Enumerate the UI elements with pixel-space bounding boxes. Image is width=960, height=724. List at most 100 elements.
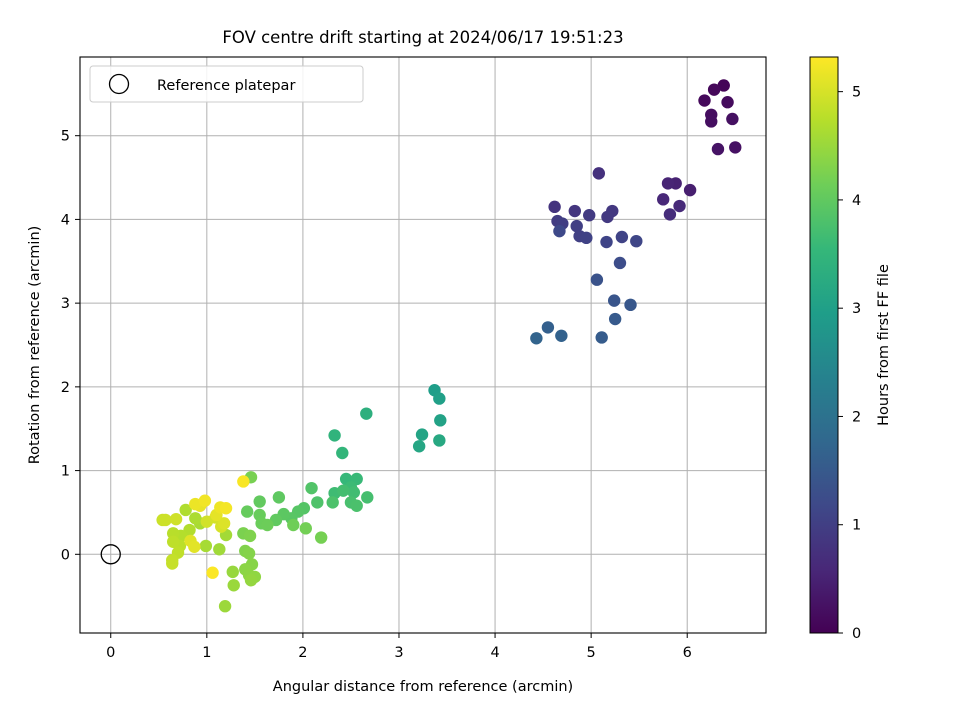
chart-title: FOV centre drift starting at 2024/06/17 … bbox=[222, 28, 623, 47]
data-point bbox=[412, 440, 426, 453]
data-point bbox=[663, 208, 677, 221]
data-point bbox=[217, 517, 231, 530]
data-point bbox=[347, 486, 361, 499]
x-axis-ticks: 0 1 2 3 4 5 6 bbox=[106, 633, 692, 661]
legend-box bbox=[89, 65, 364, 103]
data-point bbox=[615, 230, 629, 244]
y-tick-label: 2 bbox=[61, 380, 70, 396]
data-points bbox=[156, 79, 742, 613]
data-point bbox=[166, 557, 179, 570]
data-point bbox=[360, 407, 373, 420]
reference-platepar-marker bbox=[100, 544, 121, 565]
data-point bbox=[595, 331, 608, 344]
data-point bbox=[583, 209, 596, 222]
data-point bbox=[415, 428, 429, 441]
data-point bbox=[656, 193, 670, 206]
data-point bbox=[227, 579, 240, 592]
data-point bbox=[219, 502, 233, 515]
data-point bbox=[326, 496, 339, 509]
data-point bbox=[624, 298, 637, 312]
data-point bbox=[673, 199, 686, 213]
data-point bbox=[198, 494, 212, 507]
y-axis-label: Rotation from reference (arcmin) bbox=[27, 226, 43, 465]
data-point bbox=[242, 547, 256, 560]
data-point bbox=[328, 429, 341, 442]
y-tick-label: 1 bbox=[61, 464, 70, 480]
data-point bbox=[592, 167, 606, 180]
data-point bbox=[226, 565, 239, 579]
colorbar-tick-label: 5 bbox=[852, 85, 861, 101]
data-point bbox=[601, 210, 614, 224]
y-tick-label: 5 bbox=[61, 129, 70, 145]
data-point bbox=[179, 503, 192, 517]
legend-entry-label: Reference platepar bbox=[157, 78, 295, 94]
data-point bbox=[314, 531, 328, 544]
colorbar-tick-label: 4 bbox=[852, 193, 861, 209]
data-point bbox=[261, 518, 274, 532]
y-tick-label: 4 bbox=[61, 212, 70, 228]
colorbar-ticks: 0 1 2 3 4 5 bbox=[838, 85, 861, 642]
x-tick-label: 1 bbox=[202, 645, 211, 661]
legend-marker-icon bbox=[108, 73, 130, 95]
data-point bbox=[188, 540, 201, 553]
data-point bbox=[311, 496, 324, 509]
data-point bbox=[570, 219, 583, 233]
data-point bbox=[272, 491, 286, 504]
data-point bbox=[305, 481, 318, 495]
data-point bbox=[600, 235, 613, 249]
reference-marker-layer bbox=[100, 544, 121, 565]
data-point bbox=[361, 491, 374, 504]
data-point bbox=[553, 224, 566, 238]
data-point bbox=[705, 115, 718, 128]
colorbar-tick-label: 3 bbox=[852, 301, 861, 317]
data-point bbox=[253, 495, 266, 508]
x-tick-label: 2 bbox=[298, 645, 307, 661]
data-point bbox=[244, 574, 258, 587]
colorbar-tick-label: 0 bbox=[852, 626, 861, 642]
data-point bbox=[243, 529, 257, 543]
data-point bbox=[661, 177, 675, 190]
y-tick-label: 3 bbox=[61, 296, 70, 312]
plot-area-frame bbox=[79, 56, 767, 634]
x-tick-label: 0 bbox=[106, 645, 115, 661]
data-point bbox=[199, 539, 213, 553]
data-point bbox=[218, 600, 232, 613]
data-point bbox=[213, 543, 226, 556]
data-point bbox=[434, 414, 447, 427]
data-point bbox=[166, 535, 180, 548]
data-point bbox=[717, 79, 730, 92]
data-point bbox=[287, 518, 300, 532]
data-point bbox=[630, 234, 643, 248]
data-point bbox=[683, 183, 697, 197]
grid-lines bbox=[80, 57, 766, 633]
x-tick-label: 6 bbox=[683, 645, 692, 661]
y-tick-label: 0 bbox=[61, 547, 70, 563]
data-point bbox=[336, 446, 349, 460]
data-point bbox=[433, 392, 446, 405]
legend: Reference platepar bbox=[89, 65, 364, 103]
data-point bbox=[613, 256, 627, 270]
x-axis-label: Angular distance from reference (arcmin) bbox=[273, 679, 573, 695]
y-axis-ticks: 0 1 2 3 4 5 bbox=[61, 129, 80, 563]
x-tick-label: 4 bbox=[490, 645, 499, 661]
x-tick-label: 3 bbox=[394, 645, 403, 661]
data-point bbox=[299, 522, 312, 535]
data-point bbox=[189, 512, 202, 525]
data-point bbox=[350, 499, 363, 512]
data-point bbox=[726, 112, 739, 126]
data-point bbox=[568, 204, 582, 218]
data-point bbox=[433, 434, 446, 447]
colorbar-label: Hours from first FF file bbox=[876, 264, 892, 426]
colorbar bbox=[809, 56, 839, 634]
data-point bbox=[711, 142, 725, 156]
colorbar-tick-label: 2 bbox=[852, 409, 861, 425]
data-point bbox=[530, 332, 543, 345]
data-point bbox=[169, 512, 183, 526]
data-point bbox=[698, 94, 711, 107]
data-point bbox=[541, 321, 555, 334]
data-point bbox=[608, 312, 622, 326]
x-tick-label: 5 bbox=[587, 645, 596, 661]
data-point bbox=[607, 294, 621, 307]
